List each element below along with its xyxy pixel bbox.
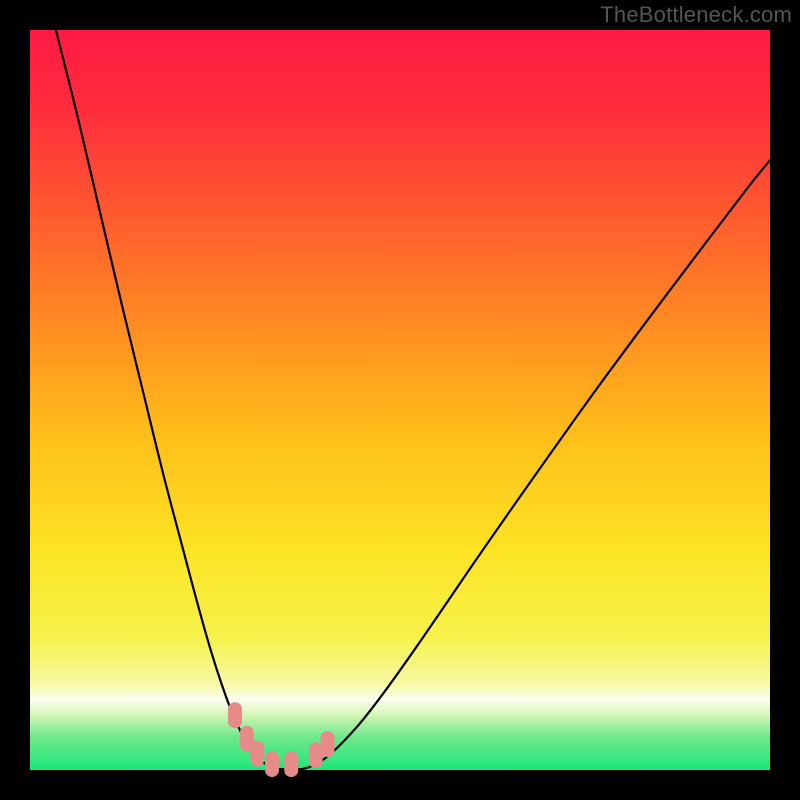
watermark-text: TheBottleneck.com <box>600 2 792 28</box>
plot-area <box>30 30 770 770</box>
data-marker <box>265 751 279 777</box>
data-marker <box>320 731 334 757</box>
chart-container: TheBottleneck.com <box>0 0 800 800</box>
data-marker <box>228 702 242 728</box>
data-marker <box>250 741 264 767</box>
data-marker <box>284 751 298 777</box>
bottleneck-chart <box>0 0 800 800</box>
